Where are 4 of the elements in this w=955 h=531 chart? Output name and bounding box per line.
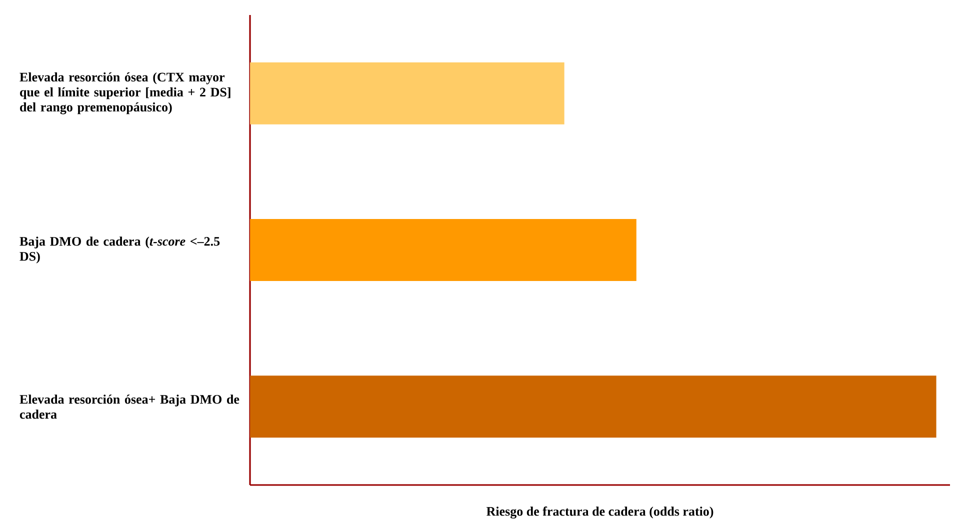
- y-tick-label: Elevada resorción ósea+ Baja DMO de cadera: [20, 394, 240, 419]
- y-tick-label: Elevada resorción ósea (CTX mayor que el límite superior [media + 2 DS] del rango premenopáusico): [20, 72, 230, 114]
- x-axis-title: Riesgo de fractura de cadera (odds ratio): [486, 506, 714, 519]
- category-label: Baja DMO de cadera (t-score <–2.5 DS): [20, 236, 220, 264]
